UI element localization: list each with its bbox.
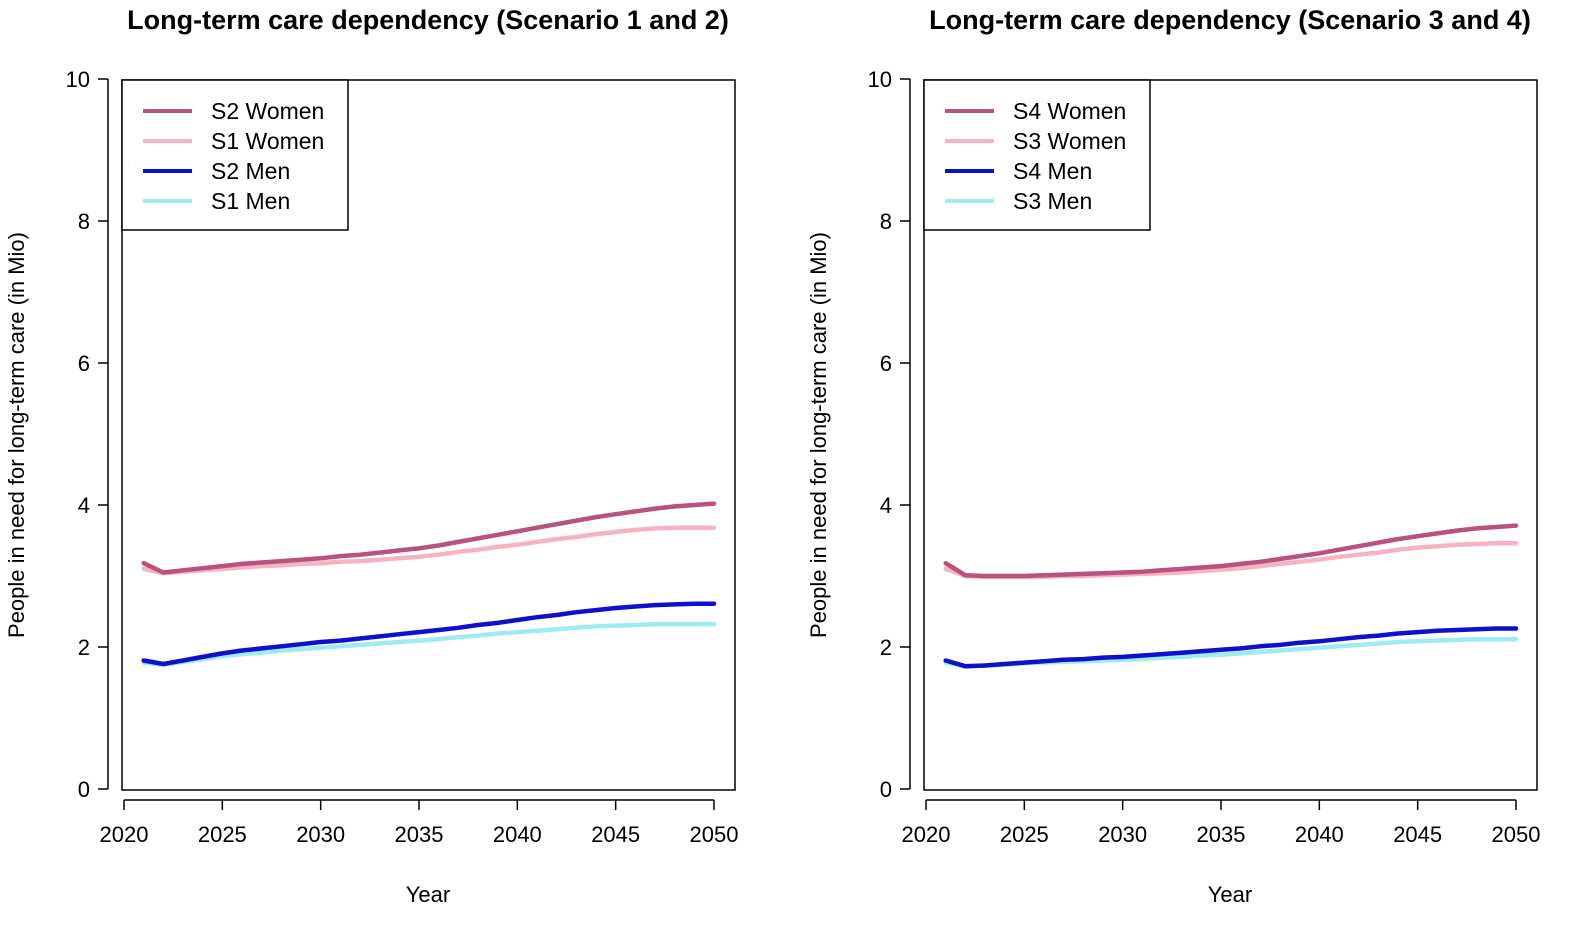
x-tick-label: 2030 <box>296 822 345 847</box>
y-tick-label: 6 <box>880 351 892 376</box>
x-axis: 2020 2025 2030 2035 2040 2045 2050 <box>100 799 739 847</box>
y-axis: 0 2 4 6 8 10 <box>66 67 109 802</box>
y-axis-label: People in need for long-term care (in Mi… <box>806 232 831 638</box>
chart-title: Long-term care dependency (Scenario 1 an… <box>127 5 729 35</box>
y-tick-label: 2 <box>880 635 892 660</box>
legend-label-s4-men: S4 Men <box>1013 158 1092 184</box>
y-tick-label: 6 <box>78 351 90 376</box>
series-line-s4-women <box>943 523 1519 579</box>
x-tick-label: 2025 <box>1000 822 1049 847</box>
series-line-s2-men <box>141 601 717 667</box>
y-axis: 0 2 4 6 8 10 <box>868 67 911 802</box>
legend-label-s2-men: S2 Men <box>211 158 290 184</box>
y-tick-label: 8 <box>880 209 892 234</box>
y-axis-label: People in need for long-term care (in Mi… <box>4 232 29 638</box>
series-line-s1-women <box>141 525 717 576</box>
y-tick-label: 10 <box>868 67 892 92</box>
x-tick-label: 2050 <box>1492 822 1541 847</box>
x-tick-label: 2035 <box>395 822 444 847</box>
y-tick-label: 0 <box>880 777 892 802</box>
y-tick-label: 4 <box>78 493 90 518</box>
legend-label-s2-women: S2 Women <box>211 98 324 124</box>
series-lines <box>943 523 1519 669</box>
x-tick-label: 2050 <box>690 822 739 847</box>
x-tick-label: 2040 <box>1295 822 1344 847</box>
x-tick-label: 2020 <box>100 822 149 847</box>
x-tick-label: 2030 <box>1098 822 1147 847</box>
chart-title: Long-term care dependency (Scenario 3 an… <box>929 5 1531 35</box>
chart-panel-scenario-3-4: Long-term care dependency (Scenario 3 an… <box>806 5 1540 907</box>
x-tick-label: 2025 <box>198 822 247 847</box>
series-line-s3-women <box>943 541 1519 579</box>
series-line-s4-men <box>943 626 1519 669</box>
legend-box <box>923 79 1151 231</box>
series-line-s1-men <box>141 622 717 668</box>
x-axis: 2020 2025 2030 2035 2040 2045 2050 <box>902 799 1541 847</box>
x-tick-label: 2045 <box>1393 822 1442 847</box>
y-tick-label: 8 <box>78 209 90 234</box>
legend-label-s1-men: S1 Men <box>211 188 290 214</box>
x-tick-label: 2040 <box>493 822 542 847</box>
y-tick-label: 10 <box>66 67 90 92</box>
legend-box <box>121 79 349 231</box>
legend-label-s3-men: S3 Men <box>1013 188 1092 214</box>
x-axis-label: Year <box>1208 882 1252 907</box>
series-lines <box>141 501 717 668</box>
x-axis-label: Year <box>406 882 450 907</box>
y-tick-label: 4 <box>880 493 892 518</box>
x-tick-label: 2045 <box>591 822 640 847</box>
series-line-s2-women <box>141 501 717 575</box>
x-tick-label: 2020 <box>902 822 951 847</box>
legend: S2 Women S1 Women S2 Men S1 Men <box>121 79 349 231</box>
plot-area <box>923 79 1538 791</box>
y-tick-label: 2 <box>78 635 90 660</box>
legend-label-s4-women: S4 Women <box>1013 98 1126 124</box>
y-tick-label: 0 <box>78 777 90 802</box>
legend-label-s3-women: S3 Women <box>1013 128 1126 154</box>
chart-panel-scenario-1-2: Long-term care dependency (Scenario 1 an… <box>4 5 738 907</box>
plot-area <box>121 79 736 791</box>
x-tick-label: 2035 <box>1197 822 1246 847</box>
legend-label-s1-women: S1 Women <box>211 128 324 154</box>
legend: S4 Women S3 Women S4 Men S3 Men <box>923 79 1151 231</box>
